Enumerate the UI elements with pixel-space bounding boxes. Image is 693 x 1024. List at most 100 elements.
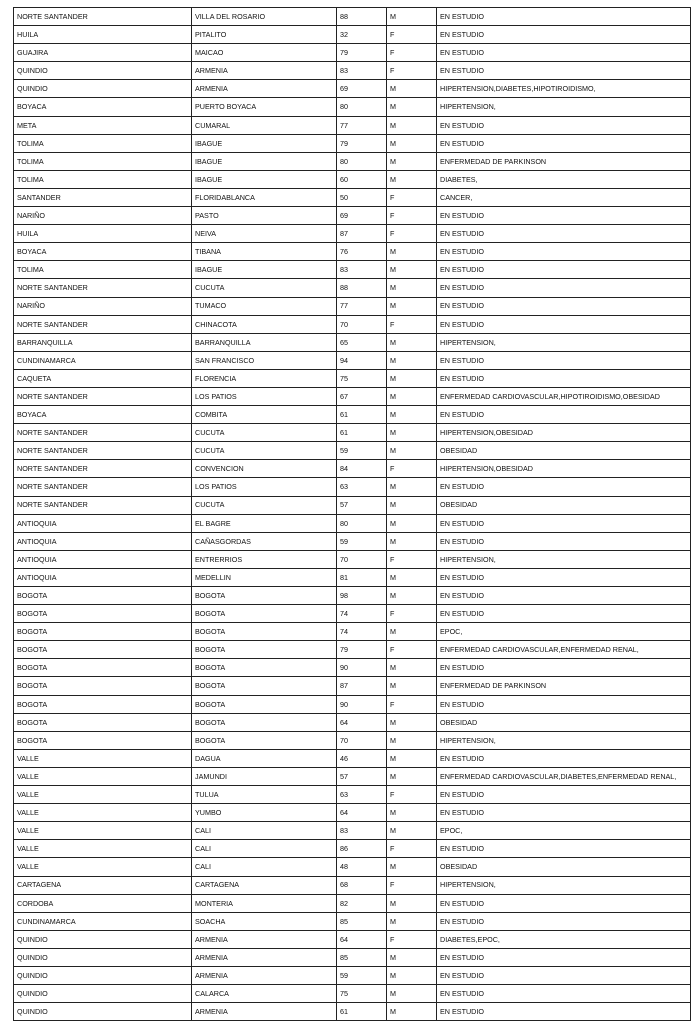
department-cell: NORTE SANTANDER <box>13 6 192 27</box>
city-cell: CONVENCION <box>191 459 337 479</box>
table-row: NARIÑO PASTO 69 F EN ESTUDIO <box>13 206 691 226</box>
city-cell: CALI <box>191 821 337 841</box>
city-cell: ARMENIA <box>191 965 337 986</box>
age-cell: 69 <box>336 79 387 99</box>
department-cell: CARTAGENA <box>13 875 192 895</box>
city-cell: TIBANA <box>191 242 337 262</box>
department-cell: VALLE <box>13 821 192 841</box>
age-cell: 63 <box>336 477 387 497</box>
condition-cell: EN ESTUDIO <box>436 350 691 370</box>
department-cell: CUNDINAMARCA <box>13 350 192 370</box>
city-cell: CARTAGENA <box>191 875 337 895</box>
table-row: VALLE DAGUA 46 M EN ESTUDIO <box>13 748 691 768</box>
department-cell: BOGOTA <box>13 622 192 642</box>
age-cell: 46 <box>336 748 387 768</box>
city-cell: TULUA <box>191 785 337 805</box>
sex-cell: M <box>386 911 437 931</box>
department-cell: BOGOTA <box>13 676 192 696</box>
condition-cell: EN ESTUDIO <box>436 314 691 334</box>
condition-cell: EN ESTUDIO <box>436 224 691 244</box>
sex-cell: F <box>386 43 437 63</box>
table-row: VALLE JAMUNDI 57 M ENFERMEDAD CARDIOVASCULAR… <box>13 766 691 787</box>
sex-cell: M <box>386 730 437 750</box>
age-cell: 60 <box>336 169 387 189</box>
table-row: QUINDIO ARMENIA 59 M EN ESTUDIO <box>13 965 691 986</box>
age-cell: 94 <box>336 350 387 370</box>
sex-cell: M <box>386 423 437 443</box>
age-cell: 79 <box>336 43 387 63</box>
condition-cell: EN ESTUDIO <box>436 242 691 262</box>
table-row: BOYACA COMBITA 61 M EN ESTUDIO <box>13 405 691 425</box>
condition-cell: EPOC, <box>436 622 691 642</box>
sex-cell: F <box>386 875 437 895</box>
condition-cell: EN ESTUDIO <box>436 25 691 45</box>
table-body: NORTE SANTANDER VILLA DEL ROSARIO 88 M EN ES… <box>13 6 691 1022</box>
department-cell: NORTE SANTANDER <box>13 423 192 443</box>
department-cell: QUINDIO <box>13 965 192 986</box>
sex-cell: M <box>386 495 437 515</box>
sex-cell: M <box>386 441 437 461</box>
sex-cell: M <box>386 748 437 768</box>
city-cell: ARMENIA <box>191 79 337 99</box>
department-cell: CUNDINAMARCA <box>13 911 192 931</box>
department-cell: ANTIOQUIA <box>13 567 192 588</box>
city-cell: DAGUA <box>191 748 337 768</box>
table-row: NORTE SANTANDER CUCUTA 61 M HIPERTENSION,OBE… <box>13 423 691 443</box>
table-row: META CUMARAL 77 M EN ESTUDIO <box>13 115 691 135</box>
sex-cell: M <box>386 368 437 388</box>
condition-cell: EN ESTUDIO <box>436 6 691 27</box>
condition-cell: ENFERMEDAD CARDIOVASCULAR,HIPOTIROIDISMO… <box>436 386 691 407</box>
city-cell: BOGOTA <box>191 622 337 642</box>
age-cell: 98 <box>336 585 387 606</box>
sex-cell: F <box>386 25 437 45</box>
city-cell: MEDELLIN <box>191 567 337 588</box>
sex-cell: M <box>386 585 437 606</box>
condition-cell: HIPERTENSION, <box>436 549 691 569</box>
city-cell: MAICAO <box>191 43 337 63</box>
sex-cell: M <box>386 6 437 27</box>
condition-cell: EN ESTUDIO <box>436 604 691 624</box>
age-cell: 79 <box>336 133 387 153</box>
city-cell: SAN FRANCISCO <box>191 350 337 370</box>
department-cell: SANTANDER <box>13 187 192 208</box>
condition-cell: ENFERMEDAD DE PARKINSON <box>436 676 691 696</box>
age-cell: 81 <box>336 567 387 588</box>
city-cell: CUCUTA <box>191 441 337 461</box>
table-row: NARIÑO TUMACO 77 M EN ESTUDIO <box>13 296 691 316</box>
city-cell: PITALITO <box>191 25 337 45</box>
age-cell: 88 <box>336 6 387 27</box>
department-cell: NORTE SANTANDER <box>13 459 192 479</box>
department-cell: VALLE <box>13 748 192 768</box>
age-cell: 70 <box>336 730 387 750</box>
city-cell: LOS PATIOS <box>191 477 337 497</box>
condition-cell: OBESIDAD <box>436 495 691 515</box>
sex-cell: M <box>386 133 437 153</box>
age-cell: 68 <box>336 875 387 895</box>
sex-cell: F <box>386 549 437 569</box>
sex-cell: F <box>386 187 437 208</box>
city-cell: CUCUTA <box>191 495 337 515</box>
condition-cell: HIPERTENSION,OBESIDAD <box>436 423 691 443</box>
sex-cell: M <box>386 115 437 135</box>
department-cell: NARIÑO <box>13 206 192 226</box>
table-row: BOYACA TIBANA 76 M EN ESTUDIO <box>13 242 691 262</box>
age-cell: 59 <box>336 965 387 986</box>
department-cell: META <box>13 115 192 135</box>
city-cell: CALI <box>191 857 337 877</box>
city-cell: BOGOTA <box>191 694 337 714</box>
age-cell: 57 <box>336 766 387 787</box>
condition-cell: EN ESTUDIO <box>436 513 691 533</box>
age-cell: 67 <box>336 386 387 407</box>
condition-cell: EN ESTUDIO <box>436 947 691 967</box>
city-cell: BOGOTA <box>191 658 337 678</box>
city-cell: LOS PATIOS <box>191 386 337 407</box>
age-cell: 90 <box>336 694 387 714</box>
table-row: BARRANQUILLA BARRANQUILLA 65 M HIPERTENSION, <box>13 332 691 352</box>
age-cell: 80 <box>336 513 387 533</box>
department-cell: BOGOTA <box>13 585 192 606</box>
condition-cell: EN ESTUDIO <box>436 911 691 931</box>
sex-cell: M <box>386 386 437 407</box>
age-cell: 85 <box>336 947 387 967</box>
sex-cell: F <box>386 785 437 805</box>
table-row: QUINDIO ARMENIA 69 M HIPERTENSION,DIABETES,H… <box>13 79 691 99</box>
